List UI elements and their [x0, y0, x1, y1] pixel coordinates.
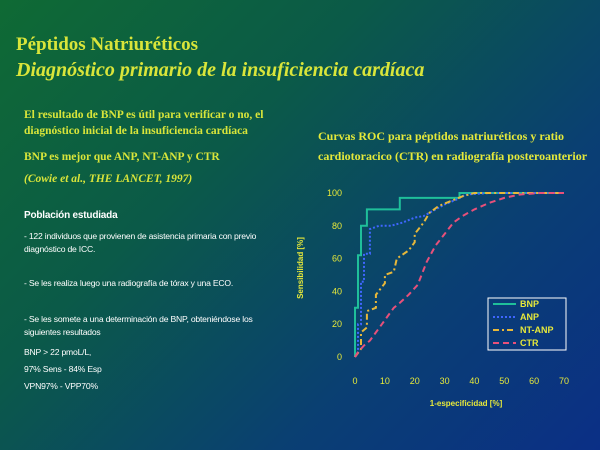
citation: (Cowie et al., THE LANCET, 1997) — [24, 173, 193, 185]
x-axis-label: 1-especificidad [%] — [430, 399, 503, 408]
y-tick-label: 80 — [332, 221, 342, 231]
legend-label-anp: ANP — [520, 312, 539, 322]
result-vpn-vpp: VPN97% - VPP70% — [24, 381, 98, 391]
result-bnp-threshold: BNP > 22 pmoL/L, — [24, 347, 92, 357]
y-tick-label: 20 — [332, 319, 342, 329]
main-title: Péptidos Natriuréticos — [16, 34, 199, 55]
y-tick-label: 40 — [332, 286, 342, 296]
legend-label-bnp: BNP — [520, 299, 539, 309]
x-tick-label: 40 — [469, 376, 479, 386]
chart-title: Curvas ROC para péptidos natriuréticos y… — [318, 129, 588, 163]
y-tick-label: 0 — [337, 352, 342, 362]
legend-label-nt-anp: NT-ANP — [520, 325, 554, 335]
text-bnp-comparison: BNP es mejor que ANP, NT-ANP y CTR — [24, 151, 220, 163]
population-heading: Población estudiada — [24, 210, 118, 221]
subtitle: Diagnóstico primario de la insuficiencia… — [16, 59, 425, 81]
x-tick-label: 60 — [529, 376, 539, 386]
y-tick-label: 100 — [327, 188, 342, 198]
x-tick-label: 70 — [559, 376, 569, 386]
series-line-nt-anp — [354, 192, 564, 358]
x-tick-label: 0 — [352, 376, 357, 386]
x-tick-label: 20 — [410, 376, 420, 386]
y-axis-label: Sensibilidad [%] — [296, 237, 305, 299]
result-sens-spec: 97% Sens - 84% Esp — [24, 364, 102, 374]
bullet-radiography: - Se les realiza luego una radiografía d… — [24, 278, 234, 288]
bullet-bnp-determination: - Se les somete a una determinación de B… — [24, 314, 253, 337]
x-tick-label: 10 — [380, 376, 390, 386]
y-tick-label: 60 — [332, 254, 342, 264]
x-tick-label: 30 — [440, 376, 450, 386]
series-line-bnp — [354, 192, 564, 357]
legend-box — [487, 297, 567, 351]
text-bnp-utility: El resultado de BNP es útil para verific… — [24, 109, 264, 137]
bullet-individuals: - 122 individuos que provienen de asiste… — [24, 231, 257, 254]
legend-label-ctr: CTR — [520, 338, 539, 348]
x-tick-label: 50 — [499, 376, 509, 386]
